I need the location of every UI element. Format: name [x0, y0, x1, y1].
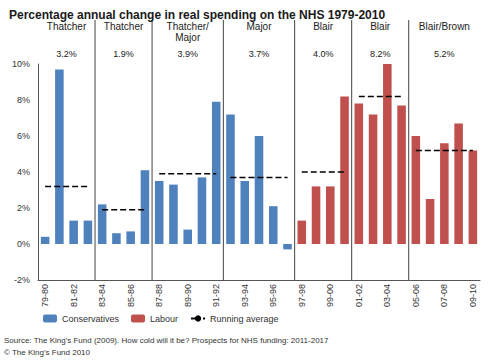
svg-text:89-90: 89-90 [183, 284, 193, 307]
svg-text:07-08: 07-08 [439, 284, 449, 307]
svg-text:6%: 6% [17, 131, 30, 141]
svg-text:Thatcher/: Thatcher/ [167, 21, 209, 32]
svg-text:8.2%: 8.2% [370, 49, 391, 59]
svg-text:© The King's Fund 2010: © The King's Fund 2010 [4, 348, 91, 357]
svg-text:97-98: 97-98 [297, 284, 307, 307]
svg-text:5.2%: 5.2% [434, 49, 455, 59]
svg-text:Major: Major [175, 32, 201, 43]
svg-text:Source: The King's Fund (2009): Source: The King's Fund (2009). How cold… [4, 336, 329, 345]
svg-text:81-82: 81-82 [69, 284, 79, 307]
svg-text:79-80: 79-80 [40, 284, 50, 307]
svg-text:01-02: 01-02 [354, 284, 364, 307]
svg-text:10%: 10% [12, 59, 30, 69]
svg-text:09-10: 09-10 [468, 284, 478, 307]
svg-text:8%: 8% [17, 95, 30, 105]
svg-text:Running average: Running average [210, 314, 279, 324]
svg-text:85-86: 85-86 [126, 284, 136, 307]
svg-text:03-04: 03-04 [382, 284, 392, 307]
svg-text:Thatcher: Thatcher [47, 21, 87, 32]
svg-text:Major: Major [246, 21, 272, 32]
svg-text:Blair: Blair [313, 21, 334, 32]
svg-text:3.2%: 3.2% [56, 49, 77, 59]
svg-text:4.0%: 4.0% [313, 49, 334, 59]
svg-text:Blair/Brown: Blair/Brown [419, 21, 470, 32]
svg-text:95-96: 95-96 [268, 284, 278, 307]
svg-text:-2%: -2% [14, 275, 30, 285]
svg-text:Labour: Labour [150, 314, 178, 324]
svg-text:4%: 4% [17, 167, 30, 177]
svg-text:3.7%: 3.7% [249, 49, 270, 59]
svg-text:Blair: Blair [370, 21, 391, 32]
svg-text:Percentage annual change in re: Percentage annual change in real spendin… [9, 8, 385, 22]
svg-text:05-06: 05-06 [411, 284, 421, 307]
svg-text:Conservatives: Conservatives [62, 314, 120, 324]
svg-text:3.9%: 3.9% [177, 49, 198, 59]
svg-text:Thatcher: Thatcher [104, 21, 144, 32]
svg-text:0%: 0% [17, 239, 30, 249]
svg-text:2%: 2% [17, 203, 30, 213]
svg-text:99-00: 99-00 [325, 284, 335, 307]
svg-text:93-94: 93-94 [240, 284, 250, 307]
svg-text:1.9%: 1.9% [113, 49, 134, 59]
svg-text:83-84: 83-84 [97, 284, 107, 307]
svg-text:91-92: 91-92 [211, 284, 221, 307]
svg-text:87-88: 87-88 [154, 284, 164, 307]
